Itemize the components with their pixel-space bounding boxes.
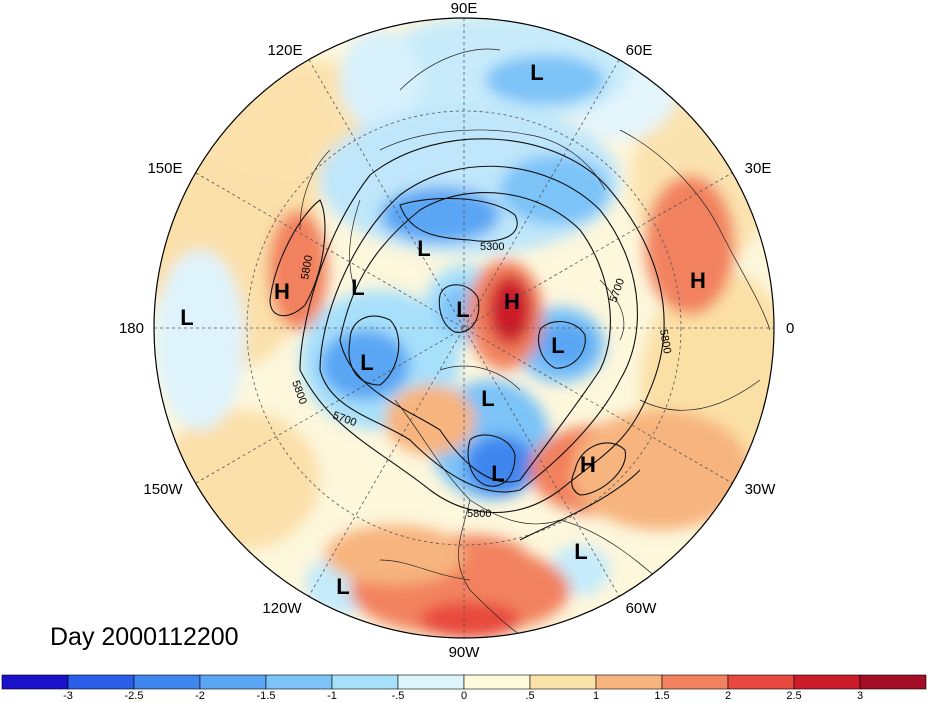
colorbar-swatch	[67, 674, 135, 690]
colorbar-swatch	[595, 674, 663, 690]
colorbar-swatch	[463, 674, 531, 690]
lon-label-180: 180	[119, 320, 144, 337]
low-marker: L	[336, 574, 349, 599]
low-marker: L	[551, 333, 564, 358]
lon-label-150e: 150E	[147, 160, 182, 177]
low-marker: L	[417, 236, 430, 261]
lon-label-0: 0	[786, 320, 794, 337]
colorbar-tick-label: 1.5	[654, 690, 669, 702]
colorbar-swatch	[133, 674, 201, 690]
longitude-labels: 90E 60E 120E 30E 150E 0 180 30W 150W 60W…	[119, 0, 794, 661]
high-marker: H	[274, 279, 290, 304]
low-marker: L	[360, 350, 373, 375]
map-title: Day 2000112200	[50, 623, 239, 651]
colorbar-swatch	[1, 674, 69, 690]
lon-label-30w: 30W	[745, 481, 777, 498]
lon-label-30e: 30E	[745, 160, 772, 177]
colorbar-swatch	[859, 674, 927, 690]
colorbar-tick-label: -2.5	[125, 690, 144, 702]
high-marker: H	[690, 268, 706, 293]
colorbar-tick-label: .5	[525, 690, 534, 702]
low-marker: L	[530, 60, 543, 85]
low-marker: L	[574, 539, 587, 564]
contour-label: 5800	[299, 254, 315, 280]
colorbar-tick-label: -.5	[392, 690, 405, 702]
colorbar-swatch	[529, 674, 597, 690]
low-marker: L	[456, 297, 469, 322]
contour-label: 5800	[467, 508, 491, 520]
contour-label: 5300	[480, 241, 504, 253]
lon-label-90e: 90E	[451, 0, 478, 17]
colorbar-tick-label: 1	[593, 690, 599, 702]
colorbar-tick-label: -1	[327, 690, 337, 702]
colorbar-tick-label: -2	[195, 690, 205, 702]
colorbar-swatch	[265, 674, 333, 690]
high-marker: H	[580, 452, 596, 477]
pressure-center-markers: L L L L L L L L L L L H H H H	[180, 60, 706, 599]
height-contours	[269, 138, 665, 541]
map-boundary	[153, 17, 775, 639]
colorbar-swatch	[199, 674, 267, 690]
grid-lines	[154, 18, 774, 638]
colorbar-tick-label: 0	[461, 690, 467, 702]
colorbar-swatch	[793, 674, 861, 690]
colorbar-swatch	[397, 674, 465, 690]
lon-label-60e: 60E	[626, 42, 653, 59]
low-marker: L	[481, 386, 494, 411]
lon-label-120e: 120E	[267, 42, 302, 59]
lon-label-90w: 90W	[449, 644, 481, 661]
low-marker: L	[491, 461, 504, 486]
colorbar-tick-label: -3	[63, 690, 73, 702]
low-marker: L	[351, 275, 364, 300]
lon-label-120w: 120W	[262, 600, 302, 617]
lon-label-150w: 150W	[143, 481, 183, 498]
anomaly-shading	[154, 18, 774, 638]
colorbar: -3 -2.5 -2 -1.5 -1 -.5 0 .5 1 1.5 2 2.5 3	[1, 674, 927, 702]
colorbar-swatch	[331, 674, 399, 690]
colorbar-swatch	[727, 674, 795, 690]
colorbar-tick-label: 2	[725, 690, 731, 702]
colorbar-tick-label: -1.5	[257, 690, 276, 702]
high-marker: H	[504, 289, 520, 314]
colorbar-tick-label: 2.5	[786, 690, 801, 702]
contour-label: 5800	[657, 328, 673, 354]
low-marker: L	[180, 305, 193, 330]
colorbar-tick-label: 3	[857, 690, 863, 702]
colorbar-swatch	[661, 674, 729, 690]
lon-label-60w: 60W	[626, 600, 658, 617]
